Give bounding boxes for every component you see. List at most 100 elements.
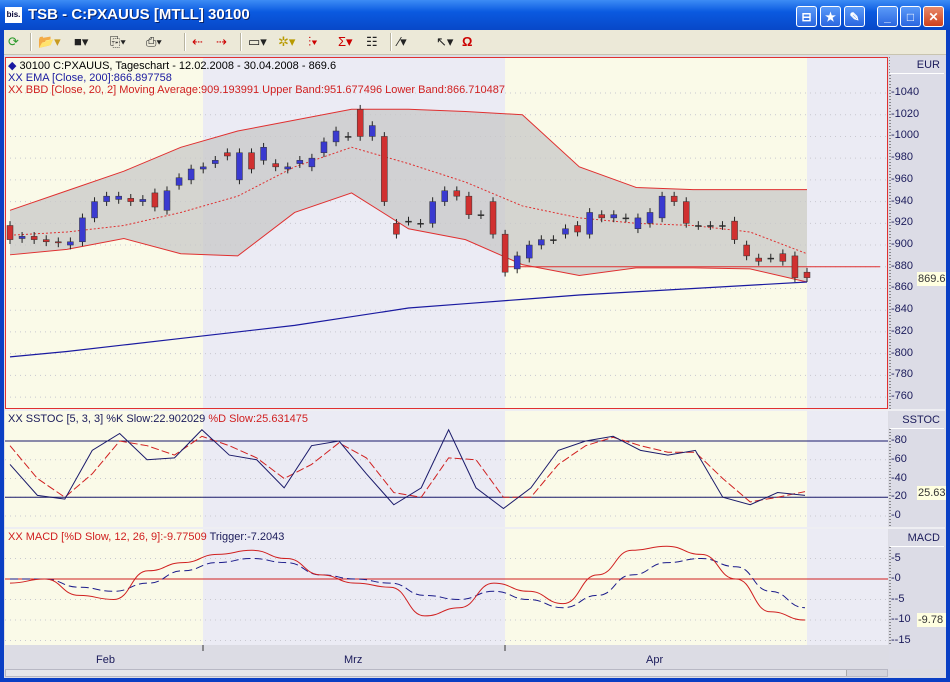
bollinger-middle-line [9, 146, 808, 255]
ema-line [9, 281, 808, 358]
candle [465, 195, 473, 215]
candle [598, 214, 605, 219]
candle [79, 217, 86, 243]
candle [550, 239, 557, 241]
candle [634, 217, 642, 229]
axis-tick-label: -1000 [891, 129, 920, 142]
price-panel-border [5, 57, 888, 409]
axis-tick-label: -800 [891, 346, 914, 359]
candle [646, 212, 654, 224]
pin-icon[interactable]: ⊟ [796, 6, 817, 27]
candle [248, 152, 255, 170]
sstoc-legend[interactable]: XX SSTOC [5, 3, 3] %K Slow:22.902029 %D … [8, 413, 308, 425]
candle [405, 220, 412, 223]
candle [187, 168, 195, 181]
candle [791, 255, 799, 278]
price-legend-title: 30100 C:PXAUUS, Tageschart - 12.02.2008 … [19, 60, 337, 72]
axis-tick-label: -60 [891, 452, 907, 465]
bbd-legend[interactable]: XX BBD [Close, 20, 2] Moving Average:909… [8, 84, 505, 96]
panel-background [807, 411, 888, 527]
axis-tick-label: -840 [891, 303, 914, 316]
properties-icon[interactable]: ☷ [366, 34, 378, 49]
candle [260, 147, 267, 161]
candle [212, 160, 219, 164]
candle [393, 223, 400, 235]
candle [779, 253, 787, 262]
candle [477, 214, 485, 216]
candle [91, 201, 98, 219]
back-chart-icon[interactable]: ⇠ [192, 34, 203, 49]
chart-type-icon[interactable]: ⫶▾ [308, 34, 318, 49]
minimize-icon[interactable]: _ [877, 6, 898, 27]
open-folder-icon[interactable]: 📂▾ [38, 34, 61, 49]
candle [115, 195, 122, 200]
macd-value-legend: XX MACD [%D Slow, 12, 26, 9]:-9.77509 [8, 531, 207, 543]
time-axis-background [5, 645, 888, 669]
sstoc-d-line [9, 435, 806, 503]
scrollbar-thumb[interactable] [846, 670, 887, 676]
panel-background [505, 529, 807, 645]
close-icon[interactable]: ✕ [923, 6, 944, 27]
title-bar: bis. TSB - C:PXAUUS [MTLL] 30100 ⊟ ★ ✎ _… [0, 0, 950, 30]
indicator-wizard-icon[interactable]: ✲▾ [278, 34, 296, 49]
month-label-feb: Feb [96, 654, 115, 666]
refresh-icon[interactable]: ⟳ [8, 34, 19, 49]
print-icon[interactable]: ⎙▾ [146, 34, 162, 49]
maximize-icon[interactable]: □ [900, 6, 921, 27]
window-title: TSB - C:PXAUUS [MTLL] 30100 [28, 6, 250, 23]
favorite-icon[interactable]: ★ [820, 6, 841, 27]
candle [417, 223, 424, 225]
candle [670, 195, 678, 202]
forward-chart-icon[interactable]: ⇢ [216, 34, 227, 49]
candle [731, 220, 738, 240]
macd-legend[interactable]: XX MACD [%D Slow, 12, 26, 9]:-9.77509 Tr… [8, 531, 284, 543]
panel-background [807, 529, 888, 645]
candle [489, 201, 497, 235]
month-label-apr: Apr [646, 654, 664, 666]
candle [586, 212, 593, 235]
sigma-indicator-icon[interactable]: Σ▾ [338, 34, 353, 49]
candle [272, 163, 279, 168]
candle [67, 241, 74, 246]
axis-tick-label: -40 [891, 471, 907, 484]
edit-icon[interactable]: ✎ [844, 6, 865, 27]
axis-tick-label: -760 [891, 390, 914, 403]
sstoc-k-legend: XX SSTOC [5, 3, 3] %K Slow:22.902029 [8, 413, 206, 425]
copy-icon[interactable]: ⎘▾ [110, 34, 126, 49]
macd-trigger-legend: Trigger:-7.2043 [209, 531, 285, 543]
candle [803, 271, 811, 278]
candle [526, 244, 533, 259]
candle [199, 166, 207, 170]
candle [501, 233, 509, 273]
series-marker-icon: ◆ [8, 60, 17, 72]
macd-last-value: -9.78 [917, 613, 946, 627]
candle [332, 130, 340, 143]
window-layout-icon[interactable]: ▭▾ [248, 34, 267, 49]
candle [513, 255, 521, 270]
ema-legend[interactable]: XX EMA [Close, 200]:866.897758 [8, 72, 172, 84]
axis-tick-label: -780 [891, 368, 914, 381]
candle [743, 244, 750, 257]
horizontal-scrollbar[interactable] [5, 669, 888, 677]
price-axis-title: EUR [890, 57, 944, 74]
draw-line-icon[interactable]: ⁄▾ [398, 34, 407, 49]
candle [30, 236, 38, 240]
candle [538, 239, 545, 246]
axis-tick-label: -1020 [891, 107, 920, 120]
candle [320, 141, 328, 153]
cursor-icon[interactable]: ↖▾ [436, 34, 454, 49]
candle [308, 157, 316, 168]
magnet-icon[interactable]: Ω [462, 34, 473, 49]
candle [344, 136, 352, 138]
candle [369, 125, 376, 137]
axis-tick-label: --15 [891, 633, 911, 646]
save-icon[interactable]: ■▾ [74, 34, 89, 49]
axis-tick-label: --5 [891, 592, 905, 605]
candle [55, 241, 62, 244]
panel-background [203, 411, 505, 527]
bollinger-band-fill [10, 109, 807, 282]
value-axis-background [889, 57, 945, 669]
candle [429, 201, 436, 224]
candle [707, 225, 714, 227]
